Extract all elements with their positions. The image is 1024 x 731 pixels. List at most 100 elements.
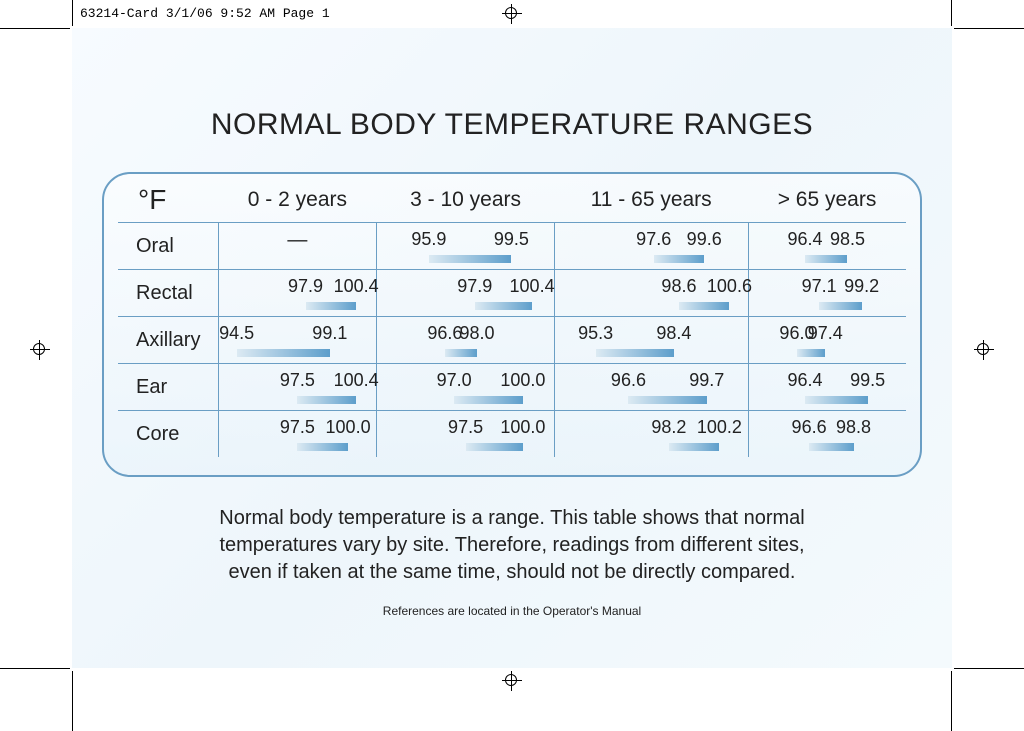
range-low-value: 97.5 bbox=[280, 370, 315, 391]
row-label: Rectal bbox=[118, 270, 218, 317]
range-low-value: 96.6 bbox=[427, 323, 462, 344]
column-header: > 65 years bbox=[748, 184, 906, 223]
range-cell: 97.5 100.0 bbox=[377, 411, 555, 458]
crop-mark bbox=[951, 0, 952, 26]
range-high-value: 98.0 bbox=[460, 323, 495, 344]
column-header: 3 - 10 years bbox=[377, 184, 555, 223]
range-high-value: 99.2 bbox=[844, 276, 879, 297]
registration-mark-icon bbox=[974, 340, 994, 360]
range-cell: 97.0100.0 bbox=[377, 364, 555, 411]
range-bar bbox=[819, 302, 861, 310]
row-label: Oral bbox=[118, 223, 218, 270]
range-high-value: 100.6 bbox=[707, 276, 752, 297]
temperature-table: °F 0 - 2 years 3 - 10 years 11 - 65 year… bbox=[102, 172, 922, 477]
registration-mark-icon bbox=[30, 340, 50, 360]
range-bar bbox=[805, 396, 868, 404]
range-cell: 98.6100.6 bbox=[554, 270, 748, 317]
range-high-value: 99.5 bbox=[494, 229, 529, 250]
column-header: 11 - 65 years bbox=[554, 184, 748, 223]
range-low-value: 97.6 bbox=[636, 229, 671, 250]
range-high-value: 99.5 bbox=[850, 370, 885, 391]
range-low-value: 97.1 bbox=[802, 276, 837, 297]
range-cell: 97.5 100.4 bbox=[218, 364, 377, 411]
range-bar bbox=[466, 443, 523, 451]
range-bar bbox=[628, 396, 706, 404]
caption-text: Normal body temperature is a range. This… bbox=[202, 505, 822, 586]
range-bar bbox=[596, 349, 674, 357]
crop-mark bbox=[72, 671, 73, 731]
range-cell: 96.6 98.8 bbox=[748, 411, 906, 458]
row-label: Ear bbox=[118, 364, 218, 411]
range-low-value: 96.6 bbox=[611, 370, 646, 391]
range-high-value: 100.2 bbox=[697, 417, 742, 438]
range-bar bbox=[679, 302, 729, 310]
range-high-value: 100.4 bbox=[334, 370, 379, 391]
crop-mark bbox=[0, 28, 70, 29]
range-high-value: 100.4 bbox=[334, 276, 379, 297]
range-low-value: 94.5 bbox=[219, 323, 254, 344]
range-bar bbox=[475, 302, 532, 310]
reference-note: References are located in the Operator's… bbox=[102, 604, 922, 618]
crop-mark bbox=[951, 671, 952, 731]
page-card: NORMAL BODY TEMPERATURE RANGES °F 0 - 2 … bbox=[72, 28, 952, 668]
range-cell: 95.999.5 bbox=[377, 223, 555, 270]
column-header: 0 - 2 years bbox=[218, 184, 377, 223]
range-cell: 96.698.0 bbox=[377, 317, 555, 364]
range-bar bbox=[297, 396, 356, 404]
range-cell: 97.699.6 bbox=[554, 223, 748, 270]
range-cell: 96.097.4 bbox=[748, 317, 906, 364]
range-cell: 97.1 99.2 bbox=[748, 270, 906, 317]
range-low-value: 96.6 bbox=[792, 417, 827, 438]
range-low-value: 96.4 bbox=[788, 229, 823, 250]
range-bar bbox=[306, 302, 357, 310]
range-cell: 98.2 100.2 bbox=[554, 411, 748, 458]
range-cell: 96.4 99.5 bbox=[748, 364, 906, 411]
range-bar bbox=[669, 443, 719, 451]
range-cell: 97.9100.4 bbox=[377, 270, 555, 317]
range-bar bbox=[445, 349, 477, 357]
range-low-value: 97.9 bbox=[457, 276, 492, 297]
range-cell: 97.5 100.0 bbox=[218, 411, 377, 458]
range-high-value: 100.0 bbox=[500, 417, 545, 438]
range-high-value: 97.4 bbox=[808, 323, 843, 344]
registration-mark-icon bbox=[502, 671, 522, 691]
range-bar bbox=[237, 349, 330, 357]
range-bar bbox=[429, 255, 512, 263]
print-slug: 63214-Card 3/1/06 9:52 AM Page 1 bbox=[80, 6, 330, 21]
range-low-value: 98.6 bbox=[661, 276, 696, 297]
range-bar bbox=[454, 396, 523, 404]
range-cell: 97.9 100.4 bbox=[218, 270, 377, 317]
range-low-value: 97.5 bbox=[280, 417, 315, 438]
row-label: Axillary bbox=[118, 317, 218, 364]
range-cell: 95.3 98.4 bbox=[554, 317, 748, 364]
crop-mark bbox=[954, 668, 1024, 669]
range-cell: — bbox=[218, 223, 377, 270]
range-high-value: 99.1 bbox=[312, 323, 347, 344]
range-low-value: 97.5 bbox=[448, 417, 483, 438]
registration-mark-icon bbox=[502, 4, 522, 24]
range-high-value: 99.7 bbox=[689, 370, 724, 391]
range-high-value: 98.5 bbox=[830, 229, 865, 250]
unit-label: °F bbox=[118, 184, 218, 223]
crop-mark bbox=[72, 0, 73, 26]
range-high-value: 98.8 bbox=[836, 417, 871, 438]
range-bar bbox=[297, 443, 348, 451]
range-cell: 96.4 98.5 bbox=[748, 223, 906, 270]
range-cell: 94.5 99.1 bbox=[218, 317, 377, 364]
no-data-dash: — bbox=[227, 229, 369, 252]
range-cell: 96.6 99.7 bbox=[554, 364, 748, 411]
range-bar bbox=[805, 255, 847, 263]
crop-mark bbox=[954, 28, 1024, 29]
range-low-value: 97.9 bbox=[288, 276, 323, 297]
range-low-value: 96.4 bbox=[788, 370, 823, 391]
page-title: NORMAL BODY TEMPERATURE RANGES bbox=[102, 108, 922, 142]
range-high-value: 100.0 bbox=[500, 370, 545, 391]
range-high-value: 100.0 bbox=[326, 417, 371, 438]
range-low-value: 98.2 bbox=[651, 417, 686, 438]
range-bar bbox=[654, 255, 704, 263]
range-low-value: 95.3 bbox=[578, 323, 613, 344]
range-bar bbox=[809, 443, 853, 451]
range-bar bbox=[797, 349, 825, 357]
range-high-value: 98.4 bbox=[656, 323, 691, 344]
row-label: Core bbox=[118, 411, 218, 458]
